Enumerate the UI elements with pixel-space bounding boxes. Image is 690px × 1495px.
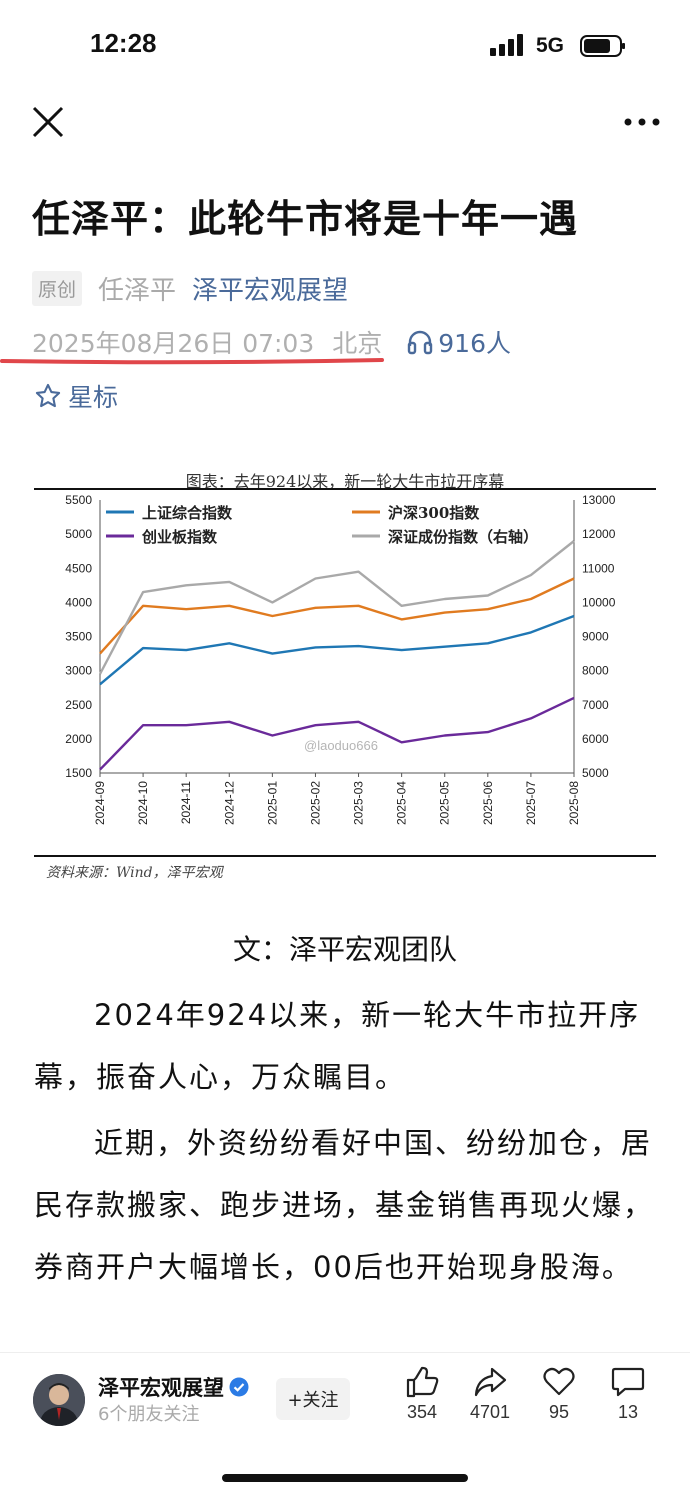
favorite-count: 95 [548, 1402, 570, 1422]
original-tag: 原创 [32, 270, 83, 306]
footer-account[interactable]: 泽平宏观展望 [98, 1372, 250, 1402]
publish-date: 2025年08月26日 07:03 [32, 329, 315, 358]
like-count: 354 [406, 1402, 438, 1422]
thumbs-up-icon [406, 1366, 439, 1398]
friends-following: 6个朋友关注 [98, 1404, 200, 1425]
meta-row: 2025年08月26日 07:03 北京 916人 [32, 322, 511, 362]
x-tick-label: 2025-06 [481, 781, 495, 825]
x-tick-label: 2025-07 [524, 781, 538, 825]
y-tick-right: 10000 [582, 595, 616, 609]
paragraph-1: 2024年924以来，新一轮大牛市拉开序幕，振奋人心，万众瞩目。 [34, 998, 641, 1094]
verified-icon [229, 1377, 249, 1397]
red-underline-annotation [0, 358, 384, 365]
legend-label: 深证成份指数（右轴） [388, 528, 538, 546]
y-tick-right: 13000 [582, 493, 616, 507]
legend-label: 上证综合指数 [142, 504, 233, 522]
x-tick-label: 2024-09 [93, 781, 107, 825]
index-line-chart: 1500 2000 2500 3000 3500 4000 4500 5000 5500 5000… [34, 488, 656, 857]
chart-watermark: @laoduo666 [304, 738, 378, 753]
y-tick-right: 7000 [582, 698, 609, 712]
paragraph-2: 近期，外资纷纷看好中国、纷纷加仓，居民存款搬家、跑步进场，基金销售再现火爆，券商… [34, 1126, 655, 1284]
star-icon [35, 383, 61, 408]
y-tick-right: 9000 [582, 630, 609, 644]
author-name: 任泽平 [98, 275, 177, 306]
account-link[interactable]: 泽平宏观展望 [192, 275, 349, 306]
avatar-image [33, 1374, 85, 1426]
x-tick-label: 2024-11 [179, 781, 193, 824]
y-tick-right: 11000 [582, 561, 615, 575]
favorite-button[interactable]: 95 [527, 1366, 591, 1423]
close-icon[interactable] [30, 104, 66, 140]
x-tick-label: 2025-05 [438, 781, 452, 825]
byline: 文：泽平宏观团队 [232, 933, 457, 966]
series-line-4 [98, 540, 575, 675]
article-title: 任泽平：此轮牛市将是十年一遇 [32, 197, 579, 241]
avatar[interactable] [33, 1374, 85, 1426]
follow-button[interactable]: +关注 [276, 1378, 350, 1420]
star-label: 星标 [68, 383, 119, 412]
x-tick-label: 2025-04 [395, 781, 409, 825]
chart-caption: 图表：去年924以来，新一轮大牛市拉开序幕 [185, 472, 505, 491]
y-tick-left: 1500 [65, 766, 92, 780]
y-tick-left: 4000 [65, 595, 92, 609]
share-count: 4701 [469, 1402, 511, 1422]
comment-count: 13 [617, 1402, 639, 1422]
x-tick-label: 2024-10 [136, 781, 150, 825]
x-tick-label: 2024-12 [222, 781, 236, 825]
listen-button[interactable]: 916人 [406, 324, 511, 360]
y-tick-left: 3000 [65, 664, 92, 678]
x-tick-label: 2025-02 [308, 781, 322, 825]
y-tick-left: 2500 [65, 698, 92, 712]
footer-divider [0, 1352, 690, 1353]
x-tick-label: 2025-01 [265, 781, 279, 825]
legend-label: 沪深300指数 [388, 504, 480, 522]
legend-label: 创业板指数 [141, 528, 218, 546]
home-indicator[interactable] [222, 1474, 468, 1482]
y-tick-left: 3500 [65, 630, 92, 644]
y-tick-left: 2000 [65, 732, 92, 746]
more-icon[interactable] [622, 112, 662, 132]
comment-button[interactable]: 13 [596, 1366, 660, 1423]
y-tick-right: 12000 [582, 527, 616, 541]
chart-source: 资料来源：Wind，泽平宏观 [46, 865, 223, 881]
y-tick-right: 6000 [582, 732, 609, 746]
x-tick-label: 2025-08 [567, 781, 581, 825]
publish-city: 北京 [332, 329, 383, 358]
y-tick-left: 5000 [65, 527, 92, 541]
star-button[interactable]: 星标 [34, 378, 118, 414]
like-button[interactable]: 354 [390, 1366, 454, 1423]
status-time: 12:28 [90, 28, 157, 58]
footer-account-name: 泽平宏观展望 [98, 1376, 224, 1400]
share-button[interactable]: 4701 [458, 1366, 522, 1423]
x-tick-label: 2025-03 [352, 781, 366, 825]
y-tick-right: 8000 [582, 664, 609, 678]
battery-icon [580, 35, 625, 57]
signal-icon [490, 34, 523, 56]
source-row: 原创 任泽平 泽平宏观展望 [32, 268, 348, 308]
y-tick-left: 4500 [65, 561, 92, 575]
y-tick-right: 5000 [582, 766, 609, 780]
series-line-1 [99, 614, 575, 686]
comment-icon [611, 1367, 645, 1397]
network-type: 5G [536, 34, 565, 57]
share-icon [474, 1367, 507, 1397]
headphones-icon [408, 330, 433, 355]
series-line-2 [99, 577, 575, 655]
y-tick-left: 5500 [65, 493, 92, 507]
series-line-3 [99, 696, 575, 771]
listener-count: 916人 [438, 329, 511, 358]
heart-icon [543, 1367, 575, 1396]
